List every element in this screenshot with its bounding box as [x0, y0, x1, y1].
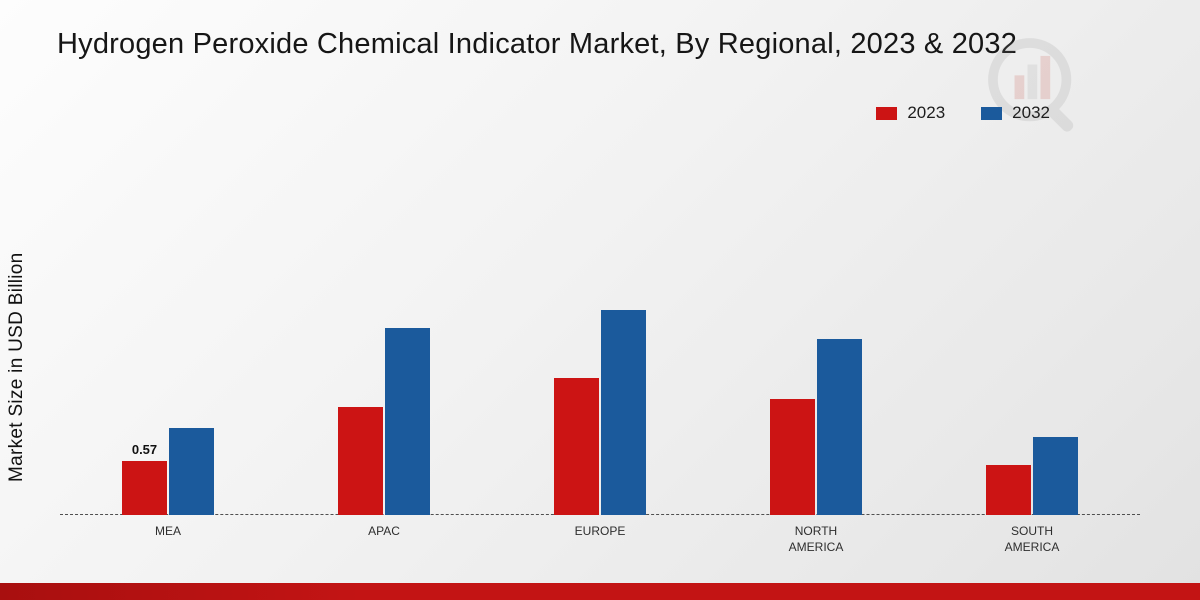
x-axis-label-mea: MEA: [154, 524, 181, 538]
bar-2023-north-america: [770, 399, 815, 515]
bar-2032-apac: [385, 328, 430, 515]
bar-value-label: 0.57: [131, 442, 158, 457]
legend: 2023 2032: [876, 103, 1050, 123]
bar-2023-europe: [554, 378, 599, 515]
bar-group-europe: EUROPE: [492, 200, 708, 538]
legend-swatch-2023: [876, 106, 898, 120]
x-axis-label-europe: EUROPE: [574, 524, 626, 538]
x-axis-line: [60, 514, 1140, 515]
bar-2032-europe: [601, 310, 646, 515]
bar-2032-mea: [169, 428, 214, 515]
bar-group-mea: 0.57 MEA: [60, 200, 276, 538]
x-axis-label-north-america: NORTH AMERICA: [788, 524, 844, 554]
x-axis-label-apac: APAC: [368, 524, 400, 538]
x-axis-label-south-america: SOUTH AMERICA: [1004, 524, 1060, 554]
plot-area: 0.57 MEA APAC EUROPE NORTH AMERICA SOUTH AMER…: [60, 200, 1140, 554]
bar-2032-north-america: [817, 339, 862, 515]
bar-2032-south-america: [1033, 437, 1078, 515]
bar-2023-south-america: [986, 465, 1031, 515]
legend-item-2032: 2032: [981, 103, 1050, 123]
legend-swatch-2032: [981, 106, 1003, 120]
bar-group-north-america: NORTH AMERICA: [708, 200, 924, 554]
chart-title: Hydrogen Peroxide Chemical Indicator Mar…: [57, 28, 1018, 60]
y-axis-title: Market Size in USD Billion: [6, 252, 27, 482]
footer-bar: [0, 583, 1200, 600]
legend-label-2023: 2023: [907, 103, 946, 122]
legend-label-2032: 2032: [1012, 103, 1050, 122]
bar-2023-mea: 0.57: [122, 442, 167, 515]
bar-group-apac: APAC: [276, 200, 492, 538]
legend-item-2023: 2023: [876, 103, 945, 123]
bar-2023-apac: [338, 407, 383, 515]
bar-group-south-america: SOUTH AMERICA: [924, 200, 1140, 554]
